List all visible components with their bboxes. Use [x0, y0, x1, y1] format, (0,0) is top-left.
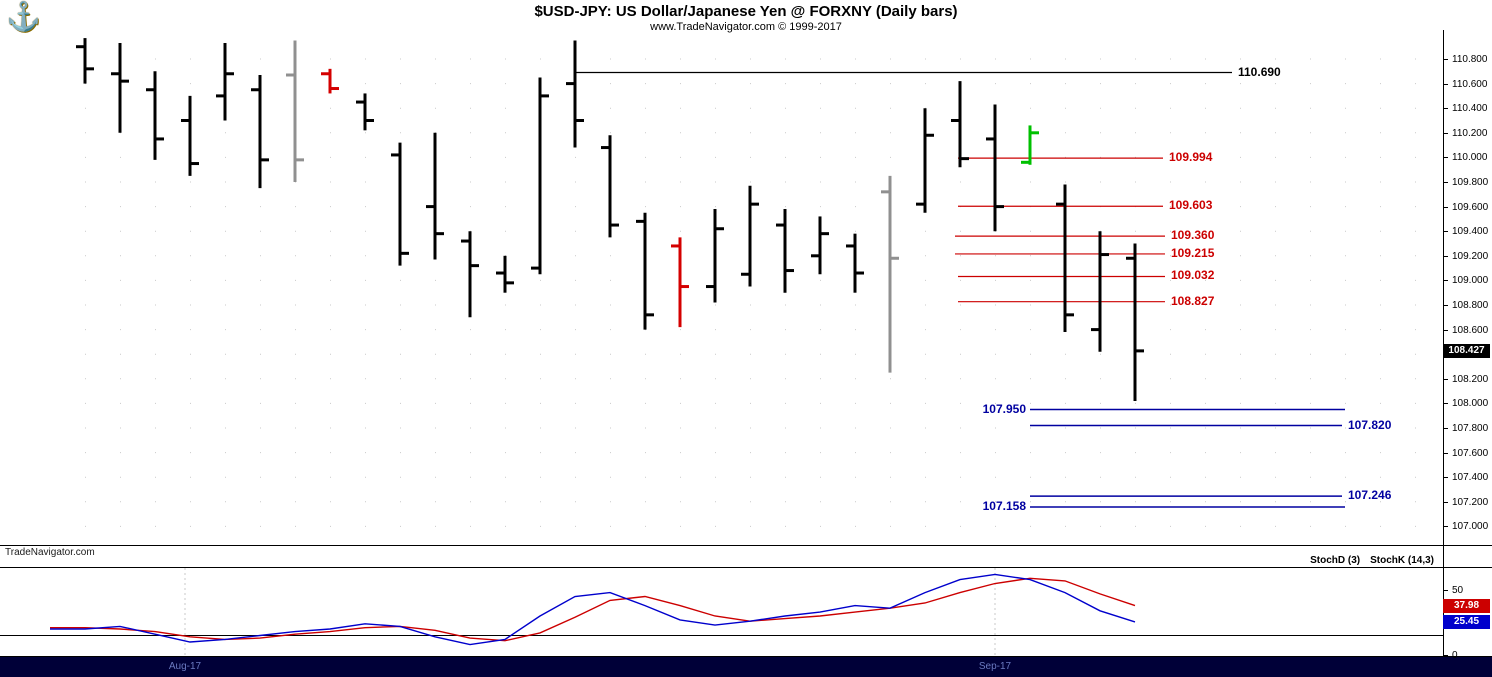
- stoch-top-divider: [0, 567, 1492, 568]
- price-tick-label: 110.400: [1452, 103, 1488, 115]
- price-tick-label: 108.000: [1452, 398, 1489, 410]
- price-level-label-107.820: 107.820: [1348, 417, 1392, 432]
- price-tick-mark: [1443, 182, 1448, 183]
- price-tick-label: 109.600: [1452, 201, 1489, 213]
- price-level-label-109.994: 109.994: [1169, 150, 1213, 165]
- price-tick-mark: [1443, 378, 1448, 380]
- price-chart-canvas[interactable]: [0, 30, 1443, 545]
- price-level-label-107.158: 107.158: [982, 498, 1026, 513]
- last-price-badge: 108.427: [1443, 343, 1490, 358]
- price-tick-label: 108.600: [1452, 324, 1489, 336]
- price-tick-label: 110.200: [1452, 127, 1488, 139]
- price-tick-label: 110.800: [1452, 54, 1488, 65]
- price-tick-mark: [1443, 452, 1448, 454]
- price-tick-mark: [1443, 59, 1448, 60]
- price-tick-label: 110.600: [1452, 78, 1488, 90]
- price-tick-mark: [1443, 501, 1448, 503]
- stochd-value-badge: 37.98: [1443, 598, 1490, 613]
- chart-bottom-divider: [0, 545, 1492, 546]
- time-axis-strip[interactable]: Aug-17 Sep-17: [0, 657, 1492, 677]
- anchor-logo-icon: ⚓: [6, 1, 41, 32]
- watermark: TradeNavigator.com: [5, 547, 95, 558]
- price-level-label-108.827: 108.827: [1171, 293, 1215, 308]
- price-tick-label: 110.000: [1452, 152, 1488, 164]
- price-level-label-110.690: 110.690: [1238, 64, 1281, 79]
- stoch-tick-mark: [1443, 590, 1448, 591]
- price-tick-label: 109.400: [1452, 226, 1489, 238]
- month-label-Aug-17: Aug-17: [168, 661, 202, 672]
- stoch-tick-label: 0: [1452, 650, 1458, 661]
- price-tick-mark: [1443, 206, 1448, 208]
- price-tick-mark: [1443, 280, 1448, 282]
- month-label-Sep-17: Sep-17: [978, 661, 1012, 672]
- price-tick-mark: [1443, 428, 1448, 429]
- price-tick-label: 107.000: [1452, 521, 1489, 533]
- stochk-label[interactable]: StochK (14,3): [1370, 555, 1434, 566]
- price-tick-label: 107.200: [1452, 496, 1489, 508]
- price-level-label-109.032: 109.032: [1171, 268, 1215, 283]
- price-tick-label: 109.200: [1452, 250, 1489, 262]
- price-tick-mark: [1443, 231, 1448, 233]
- price-tick-mark: [1443, 305, 1448, 306]
- stoch-bottom-divider: [0, 656, 1492, 657]
- price-tick-mark: [1443, 255, 1448, 257]
- price-level-label-107.246: 107.246: [1348, 488, 1392, 503]
- price-tick-label: 108.800: [1452, 300, 1489, 311]
- price-tick-mark: [1443, 132, 1448, 134]
- chart-subtitle: www.TradeNavigator.com © 1999-2017: [650, 21, 842, 33]
- price-tick-mark: [1443, 403, 1448, 405]
- price-tick-label: 108.200: [1452, 373, 1489, 385]
- chart-title: $USD-JPY: US Dollar/Japanese Yen @ FORXN…: [534, 3, 958, 20]
- price-tick-label: 107.800: [1452, 423, 1489, 434]
- price-tick-mark: [1443, 108, 1448, 110]
- stoch-chart-canvas[interactable]: [0, 568, 1443, 656]
- price-tick-label: 109.000: [1452, 275, 1489, 287]
- price-tick-mark: [1443, 83, 1448, 85]
- stoch-legend: StochD (3) StochK (14,3): [1310, 555, 1434, 566]
- stochd-label[interactable]: StochD (3): [1310, 555, 1361, 566]
- price-tick-label: 109.800: [1452, 177, 1489, 188]
- price-tick-mark: [1443, 477, 1448, 479]
- stoch-tick-label: 50: [1452, 585, 1464, 596]
- price-tick-label: 107.400: [1452, 472, 1489, 484]
- price-axis-divider: [1443, 30, 1444, 657]
- price-tick-mark: [1443, 526, 1448, 528]
- stoch-tick-mark: [1443, 655, 1448, 656]
- price-tick-mark: [1443, 157, 1448, 159]
- price-level-label-109.603: 109.603: [1169, 198, 1213, 213]
- stochk-value-badge: 25.45: [1443, 614, 1490, 629]
- price-tick-label: 107.600: [1452, 447, 1489, 459]
- price-level-label-109.360: 109.360: [1171, 228, 1215, 243]
- price-level-label-109.215: 109.215: [1171, 245, 1215, 260]
- price-tick-mark: [1443, 329, 1448, 331]
- price-level-label-107.950: 107.950: [982, 401, 1026, 416]
